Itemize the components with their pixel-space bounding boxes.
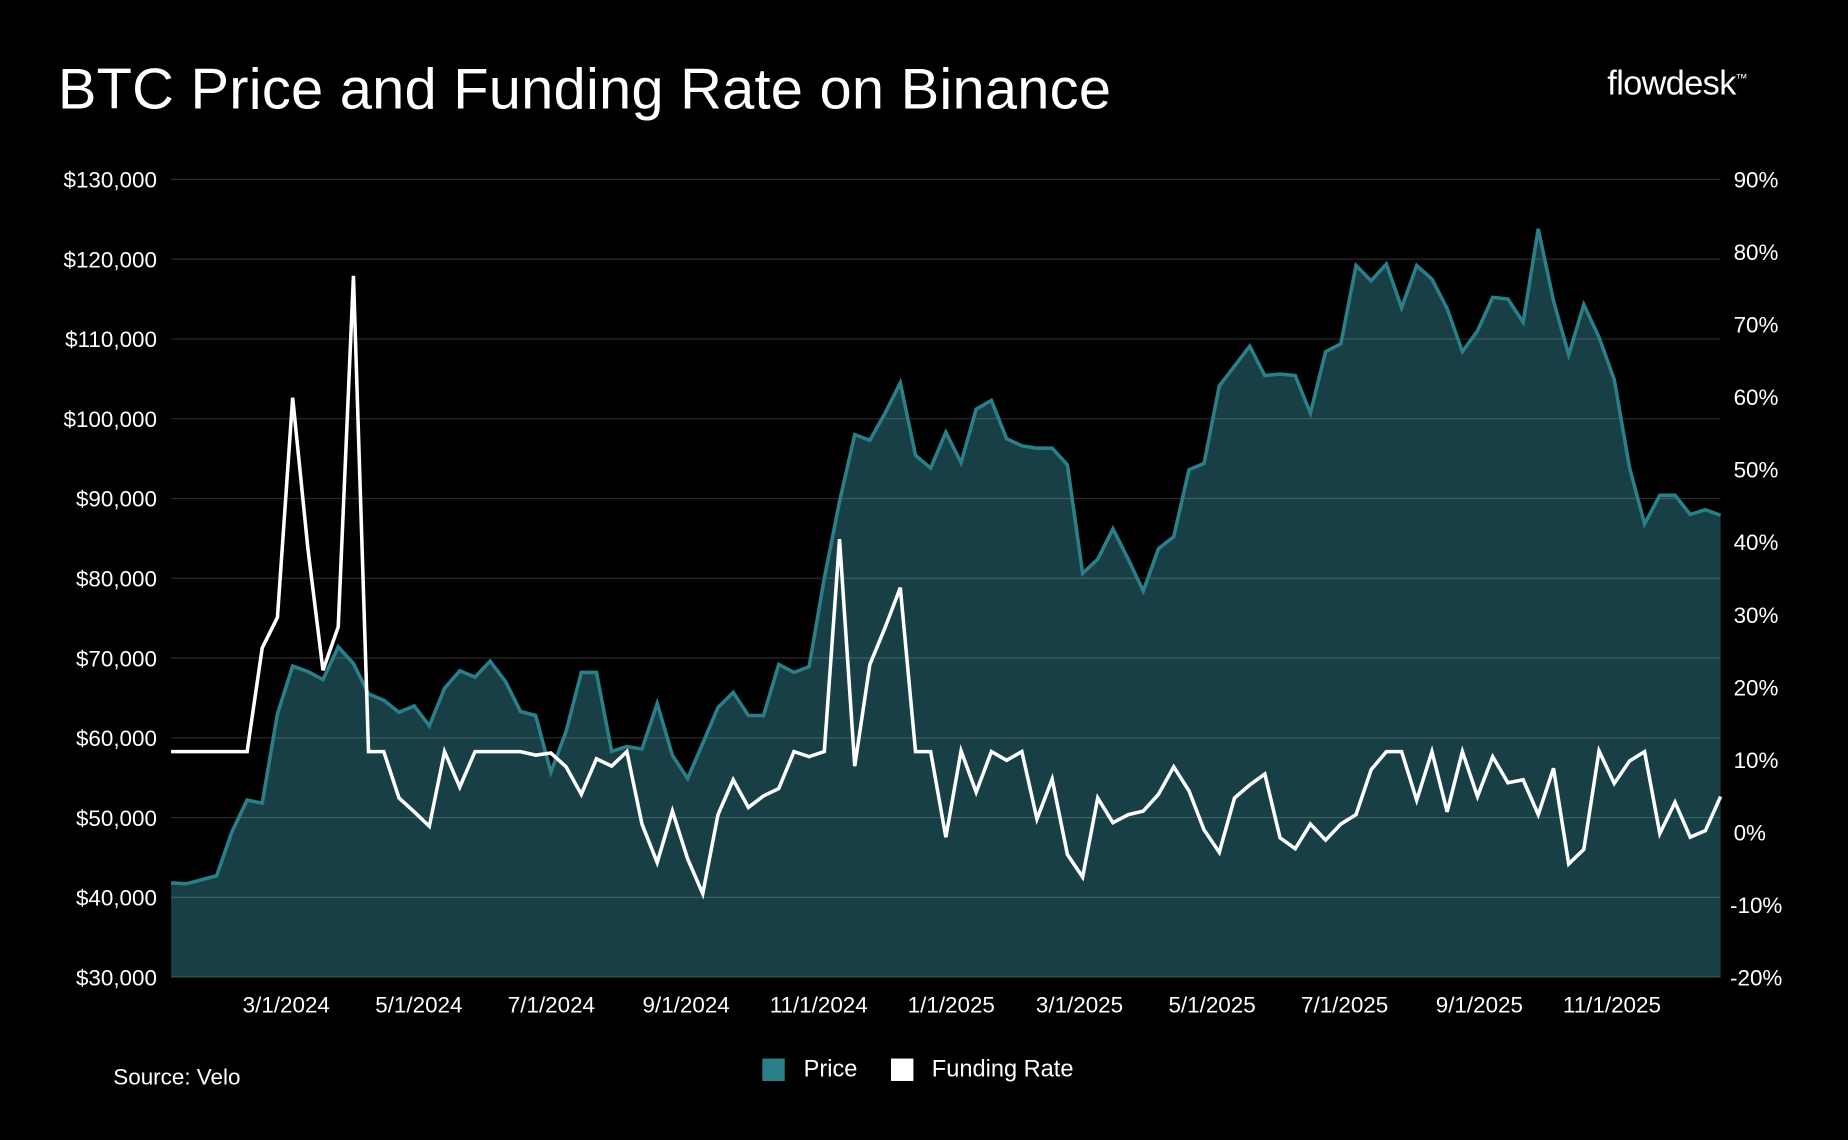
x-tick-label: 1/1/2025 (908, 993, 995, 1018)
x-tick-label: 11/1/2024 (770, 993, 868, 1018)
y-right-tick-label: 20% (1734, 675, 1779, 700)
x-tick-label: 7/1/2025 (1301, 993, 1388, 1018)
x-tick-label: 9/1/2024 (643, 993, 730, 1018)
legend: Price Funding Rate (762, 1056, 1073, 1083)
y-right-tick-label: 10% (1734, 748, 1779, 773)
y-left-tick-label: $110,000 (65, 327, 157, 352)
legend-label-funding: Funding Rate (932, 1056, 1074, 1083)
x-tick-label: 3/1/2024 (243, 993, 330, 1018)
y-left-tick-label: $40,000 (76, 886, 157, 911)
x-tick-label: 5/1/2024 (375, 993, 462, 1018)
y-left-tick-label: $100,000 (63, 407, 156, 432)
y-left-tick-label: $30,000 (76, 965, 157, 990)
x-tick-label: 9/1/2025 (1436, 993, 1523, 1018)
y-left-tick-label: $120,000 (63, 247, 156, 272)
y-left-tick-label: $80,000 (76, 567, 157, 592)
price-area (171, 229, 1720, 977)
legend-swatch-price (762, 1059, 784, 1081)
y-right-tick-label: 60% (1734, 385, 1779, 410)
x-tick-label: 5/1/2025 (1168, 993, 1255, 1018)
y-right-tick-label: 50% (1734, 458, 1779, 483)
y-left-tick-label: $50,000 (76, 806, 157, 831)
y-right-tick-label: 70% (1734, 313, 1779, 338)
y-left-tick-label: $130,000 (63, 168, 156, 193)
y-left-tick-label: $60,000 (76, 726, 157, 751)
legend-swatch-funding (890, 1059, 912, 1081)
y-right-tick-label: -10% (1730, 893, 1782, 918)
y-right-tick-label: 80% (1734, 240, 1779, 265)
y-right-tick-label: 40% (1734, 530, 1779, 555)
y-right-tick-label: 90% (1734, 168, 1779, 193)
x-tick-label: 11/1/2025 (1563, 993, 1661, 1018)
source-note: Source: Velo (113, 1066, 240, 1092)
x-tick-label: 7/1/2024 (508, 993, 595, 1018)
x-tick-label: 3/1/2025 (1036, 993, 1123, 1018)
y-left-tick-label: $90,000 (76, 487, 157, 512)
legend-label-price: Price (804, 1056, 858, 1083)
y-right-tick-label: 0% (1734, 820, 1766, 845)
y-right-tick-label: 30% (1734, 603, 1779, 628)
y-left-tick-label: $70,000 (76, 646, 157, 671)
y-right-tick-label: -20% (1730, 965, 1782, 990)
